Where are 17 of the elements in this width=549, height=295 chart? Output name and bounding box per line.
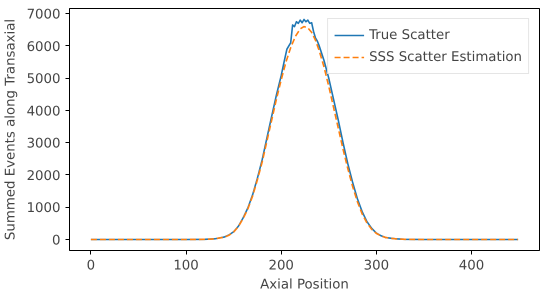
y-tick-label: 6000	[26, 40, 61, 55]
y-axis-title: Summed Events along Transaxial	[4, 18, 19, 240]
y-tick-label: 2000	[26, 168, 61, 184]
x-tick-label: 100	[173, 258, 199, 274]
y-tick-label: 7000	[26, 8, 61, 23]
y-tick-label: 3000	[26, 136, 61, 152]
y-tick-label: 0	[52, 234, 61, 248]
x-tick-label: 300	[364, 258, 390, 274]
x-tick-label: 200	[268, 258, 294, 274]
x-tick-label: 400	[458, 258, 484, 274]
x-axis-title: Axial Position	[260, 278, 349, 292]
y-tick-label: 4000	[26, 104, 61, 120]
legend-label: SSS Scatter Estimation	[369, 50, 522, 64]
y-tick-label: 1000	[26, 201, 61, 216]
legend-label: True Scatter	[369, 28, 450, 42]
x-tick-label: 0	[86, 258, 96, 274]
y-tick-label: 5000	[26, 72, 61, 88]
